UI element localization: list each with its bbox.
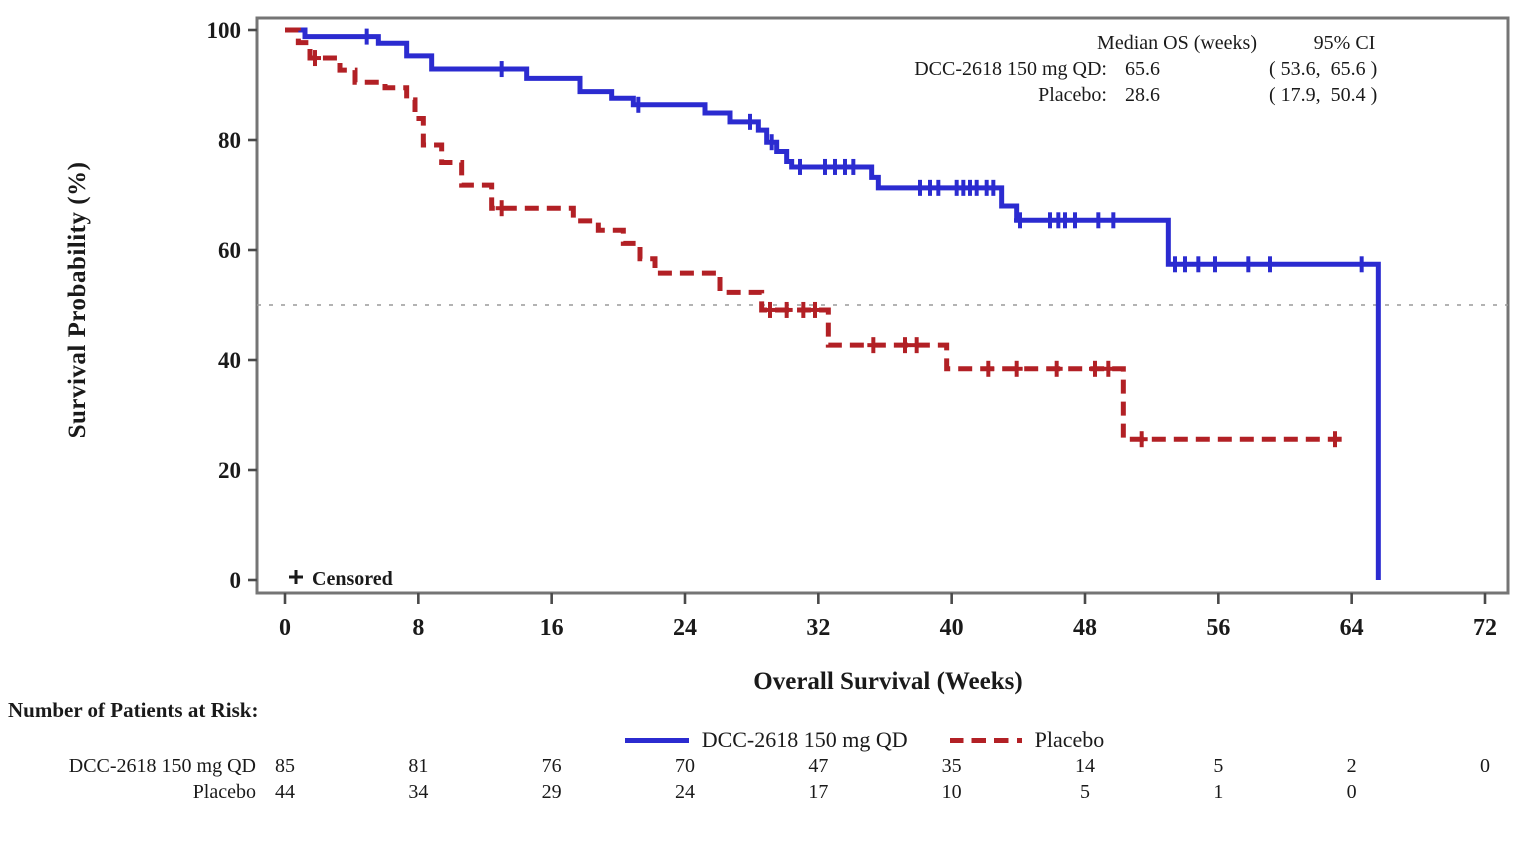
y-tick-label: 100 xyxy=(207,18,242,43)
x-tick-label: 56 xyxy=(1206,615,1230,641)
legend-line-treatment-icon xyxy=(624,737,689,743)
annotation-median-treatment: 65.6 xyxy=(1125,58,1160,80)
annotation-label-placebo: Placebo: xyxy=(1038,84,1107,106)
legend-entry-treatment: DCC-2618 150 mg QD xyxy=(624,727,908,753)
risk-count: 2 xyxy=(1346,755,1357,777)
km-curve-treatment xyxy=(285,27,1381,580)
y-tick-label: 60 xyxy=(218,238,241,263)
x-tick-label: 8 xyxy=(412,615,424,641)
risk-count: 1 xyxy=(1213,781,1224,803)
risk-count: 35 xyxy=(941,755,962,777)
plot-legend: DCC-2618 150 mg QD Placebo xyxy=(0,727,1524,753)
annotation-label-treatment: DCC-2618 150 mg QD: xyxy=(914,58,1107,80)
y-tick-label: 40 xyxy=(218,348,241,373)
y-tick-label: 80 xyxy=(218,128,241,153)
legend-label-placebo: Placebo xyxy=(1034,727,1105,752)
legend-dashed-line-placebo-icon xyxy=(949,737,1022,743)
x-tick-label: 72 xyxy=(1473,615,1497,641)
annotation-ci-placebo: ( 17.9, 50.4 ) xyxy=(1269,84,1378,106)
annotation-header-ci: 95% CI xyxy=(1313,32,1376,54)
risk-row-label: DCC-2618 150 mg QD xyxy=(68,755,256,777)
risk-table-row: DCC-2618 150 mg QD 85 81 76 70 47 35 14 5 2 0 xyxy=(0,753,1524,779)
x-tick-label: 48 xyxy=(1073,615,1097,641)
risk-count: 10 xyxy=(941,781,962,803)
risk-count: 0 xyxy=(1480,755,1490,777)
x-axis-title: Overall Survival (Weeks) xyxy=(753,668,1023,695)
annotation-median-placebo: 28.6 xyxy=(1125,84,1160,106)
risk-count: 81 xyxy=(408,755,429,777)
x-tick-label: 0 xyxy=(279,615,291,641)
legend-entry-placebo: Placebo xyxy=(949,727,1105,753)
annotation-header-median: Median OS (weeks) xyxy=(1097,32,1257,54)
risk-count: 70 xyxy=(675,755,695,777)
x-tick-label: 32 xyxy=(806,615,830,641)
risk-count: 85 xyxy=(275,755,295,777)
x-tick-label: 16 xyxy=(540,615,564,641)
censored-note-label: Censored xyxy=(312,568,393,590)
risk-count: 5 xyxy=(1080,781,1090,803)
y-tick-label: 0 xyxy=(230,568,242,593)
annotation-ci-treatment: ( 53.6, 65.6 ) xyxy=(1269,58,1378,80)
risk-count: 14 xyxy=(1075,755,1095,777)
risk-count: 34 xyxy=(408,781,429,803)
y-tick-label: 20 xyxy=(218,458,241,483)
risk-count: 5 xyxy=(1213,755,1224,777)
risk-row-label: Placebo xyxy=(192,781,256,803)
km-curve-placebo xyxy=(285,27,1342,442)
risk-count: 24 xyxy=(675,781,695,803)
risk-count: 47 xyxy=(808,755,829,777)
risk-count: 44 xyxy=(275,781,295,803)
risk-table-row: Placebo 44 34 29 24 17 10 5 1 0 xyxy=(0,779,1524,805)
risk-count: 0 xyxy=(1346,781,1357,803)
x-tick-label: 64 xyxy=(1340,615,1364,641)
legend-label-treatment: DCC-2618 150 mg QD xyxy=(701,727,908,752)
x-tick-label: 40 xyxy=(940,615,964,641)
median-os-annotation: Median OS (weeks) 95% CI DCC-2618 150 mg… xyxy=(914,30,1432,108)
risk-count: 17 xyxy=(808,781,829,803)
risk-count: 29 xyxy=(541,781,562,803)
risk-count: 76 xyxy=(541,755,562,777)
x-tick-label: 24 xyxy=(673,615,697,641)
risk-table-title: Number of Patients at Risk: xyxy=(8,698,259,722)
